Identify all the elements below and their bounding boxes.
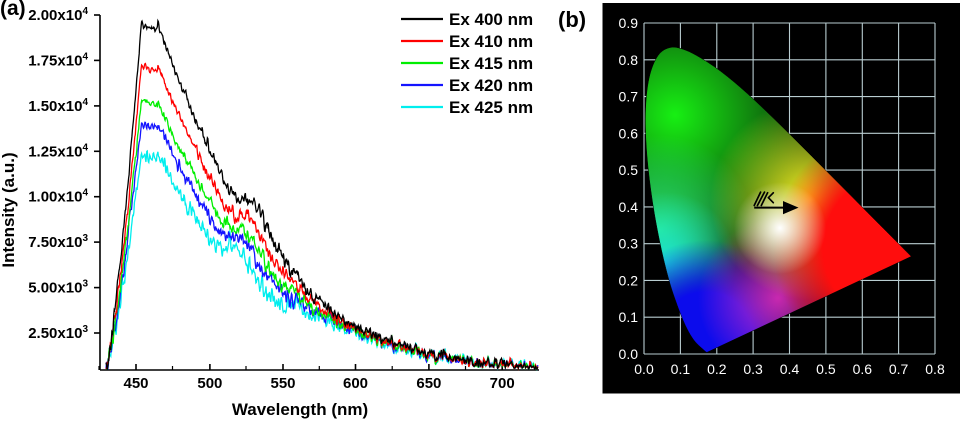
svg-text:600: 600 xyxy=(343,375,368,392)
svg-text:0.5: 0.5 xyxy=(619,162,639,178)
svg-text:0.7: 0.7 xyxy=(619,89,639,105)
svg-text:0.6: 0.6 xyxy=(619,125,639,141)
svg-text:650: 650 xyxy=(416,375,441,392)
svg-text:0.7: 0.7 xyxy=(889,361,909,377)
svg-text:1.75x104: 1.75x104 xyxy=(28,51,88,69)
svg-text:550: 550 xyxy=(270,375,295,392)
svg-text:0.6: 0.6 xyxy=(853,361,873,377)
svg-text:1.00x104: 1.00x104 xyxy=(28,188,88,206)
svg-text:0.2: 0.2 xyxy=(707,361,727,377)
svg-text:450: 450 xyxy=(123,375,148,392)
svg-text:1.50x104: 1.50x104 xyxy=(28,97,88,115)
svg-text:Wavelength (nm): Wavelength (nm) xyxy=(232,400,368,419)
svg-text:Intensity (a.u.): Intensity (a.u.) xyxy=(0,152,18,267)
svg-text:1.25x104: 1.25x104 xyxy=(28,142,88,160)
svg-text:2.50x103: 2.50x103 xyxy=(28,324,88,342)
svg-text:0.0: 0.0 xyxy=(634,361,654,377)
svg-text:0.1: 0.1 xyxy=(671,361,691,377)
svg-text:0.4: 0.4 xyxy=(780,361,800,377)
svg-text:0.0: 0.0 xyxy=(619,346,639,362)
svg-text:0.5: 0.5 xyxy=(816,361,836,377)
svg-text:500: 500 xyxy=(197,375,222,392)
svg-text:7.50x103: 7.50x103 xyxy=(28,233,88,251)
svg-text:5.00x103: 5.00x103 xyxy=(28,279,88,297)
svg-text:0.1: 0.1 xyxy=(619,309,639,325)
svg-text:0.3: 0.3 xyxy=(743,361,763,377)
svg-text:0.8: 0.8 xyxy=(925,361,945,377)
svg-text:2.00x104: 2.00x104 xyxy=(28,6,88,24)
svg-text:0.2: 0.2 xyxy=(619,272,639,288)
svg-text:0.8: 0.8 xyxy=(619,52,639,68)
svg-text:0.9: 0.9 xyxy=(619,15,639,31)
svg-text:0.4: 0.4 xyxy=(619,199,639,215)
svg-text:0.3: 0.3 xyxy=(619,236,639,252)
